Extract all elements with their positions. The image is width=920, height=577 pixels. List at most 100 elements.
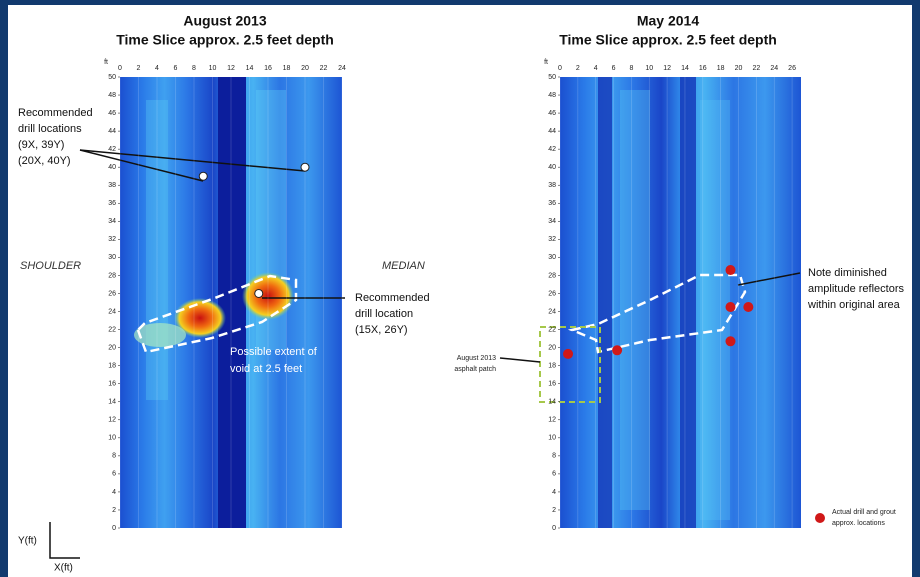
unit-label: ft: [104, 59, 108, 66]
annotation: Recommended: [355, 292, 430, 304]
recommended-point: [198, 171, 208, 181]
y-tick-label: 4: [112, 489, 116, 496]
x-tick-label: 22: [752, 65, 760, 72]
unit-label: ft: [544, 59, 548, 66]
y-tick-label: 8: [112, 453, 116, 460]
x-tick-label: 6: [612, 65, 616, 72]
x-tick-label: 10: [645, 65, 653, 72]
drill-point: [743, 302, 754, 313]
x-tick-label: 14: [681, 65, 689, 72]
y-tick-label: 32: [548, 236, 556, 243]
y-tick-label: 28: [108, 272, 116, 279]
drill-point: [725, 265, 736, 276]
y-tick-label: 42: [548, 146, 556, 153]
x-tick-label: 18: [717, 65, 725, 72]
y-tick-label: 40: [108, 164, 116, 171]
x-tick-label: 24: [770, 65, 778, 72]
x-tick-label: 8: [192, 65, 196, 72]
annotation: approx. locations: [832, 520, 885, 527]
y-axis-label: Y(ft): [18, 536, 37, 547]
annotation: Possible extent of: [230, 346, 318, 358]
x-tick-label: 8: [629, 65, 633, 72]
annotation: void at 2.5 feet: [230, 363, 302, 375]
y-tick-label: 44: [108, 128, 116, 135]
annotation: amplitude reflectors: [808, 283, 904, 295]
x-tick-label: 20: [735, 65, 743, 72]
x-tick-label: 18: [283, 65, 291, 72]
y-tick-label: 28: [548, 272, 556, 279]
legend-marker: [815, 513, 825, 523]
annotation: Recommended: [18, 107, 93, 119]
y-tick-label: 50: [108, 74, 116, 81]
drill-point: [725, 336, 736, 347]
y-tick-label: 38: [548, 182, 556, 189]
x-tick-label: 24: [338, 65, 346, 72]
chart-title: August 2013: [183, 13, 266, 29]
y-tick-label: 2: [112, 507, 116, 514]
x-tick-label: 6: [174, 65, 178, 72]
y-tick-label: 16: [548, 381, 556, 388]
x-tick-label: 20: [301, 65, 309, 72]
y-tick-label: 40: [548, 164, 556, 171]
shoulder-label: SHOULDER: [20, 260, 81, 272]
y-tick-label: 20: [548, 344, 556, 351]
y-tick-label: 22: [548, 326, 556, 333]
y-tick-label: 48: [108, 92, 116, 99]
chart-subtitle: Time Slice approx. 2.5 feet depth: [116, 32, 334, 48]
annotation: drill locations: [18, 123, 82, 135]
y-tick-label: 50: [548, 74, 556, 81]
x-tick-label: 12: [663, 65, 671, 72]
y-tick-label: 24: [548, 308, 556, 315]
right-heatmap: [539, 77, 801, 528]
y-tick-label: 14: [548, 399, 556, 406]
median-label: MEDIAN: [382, 260, 425, 272]
x-tick-label: 14: [246, 65, 254, 72]
y-tick-label: 12: [108, 417, 116, 424]
y-tick-label: 30: [548, 254, 556, 261]
y-tick-label: 46: [548, 110, 556, 117]
annotation: Actual drill and grout: [832, 509, 896, 516]
annotation: (9X, 39Y): [18, 139, 64, 151]
y-tick-label: 42: [108, 146, 116, 153]
y-tick-label: 10: [108, 435, 116, 442]
y-tick-label: 48: [548, 92, 556, 99]
y-tick-label: 34: [108, 218, 116, 225]
annotation: asphalt patch: [454, 366, 496, 373]
x-tick-label: 12: [227, 65, 235, 72]
drill-point: [612, 345, 623, 356]
y-tick-label: 4: [552, 489, 556, 496]
y-tick-label: 46: [108, 110, 116, 117]
x-tick-label: 2: [576, 65, 580, 72]
y-tick-label: 18: [108, 362, 116, 369]
y-tick-label: 30: [108, 254, 116, 261]
y-tick-label: 24: [108, 308, 116, 315]
x-tick-label: 0: [118, 65, 122, 72]
annotation: (15X, 26Y): [355, 324, 408, 336]
annotation: (20X, 40Y): [18, 155, 71, 167]
drill-point: [563, 348, 574, 359]
y-tick-label: 26: [108, 290, 116, 297]
leaders: [49, 149, 801, 559]
x-tick-label: 2: [137, 65, 141, 72]
y-tick-label: 6: [112, 471, 116, 478]
y-tick-label: 22: [108, 326, 116, 333]
annotation: August 2013: [457, 355, 496, 362]
x-tick-label: 16: [699, 65, 707, 72]
x-tick-label: 22: [320, 65, 328, 72]
chart-subtitle: Time Slice approx. 2.5 feet depth: [559, 32, 777, 48]
y-tick-label: 12: [548, 417, 556, 424]
y-tick-label: 16: [108, 381, 116, 388]
y-tick-label: 18: [548, 362, 556, 369]
x-tick-label: 26: [788, 65, 796, 72]
annotation: Note diminished: [808, 267, 887, 279]
y-tick-label: 32: [108, 236, 116, 243]
x-tick-label: 0: [558, 65, 562, 72]
y-tick-label: 38: [108, 182, 116, 189]
y-tick-label: 44: [548, 128, 556, 135]
x-axis-label: X(ft): [54, 563, 73, 574]
y-tick-label: 20: [108, 344, 116, 351]
y-tick-label: 34: [548, 218, 556, 225]
x-tick-label: 4: [594, 65, 598, 72]
